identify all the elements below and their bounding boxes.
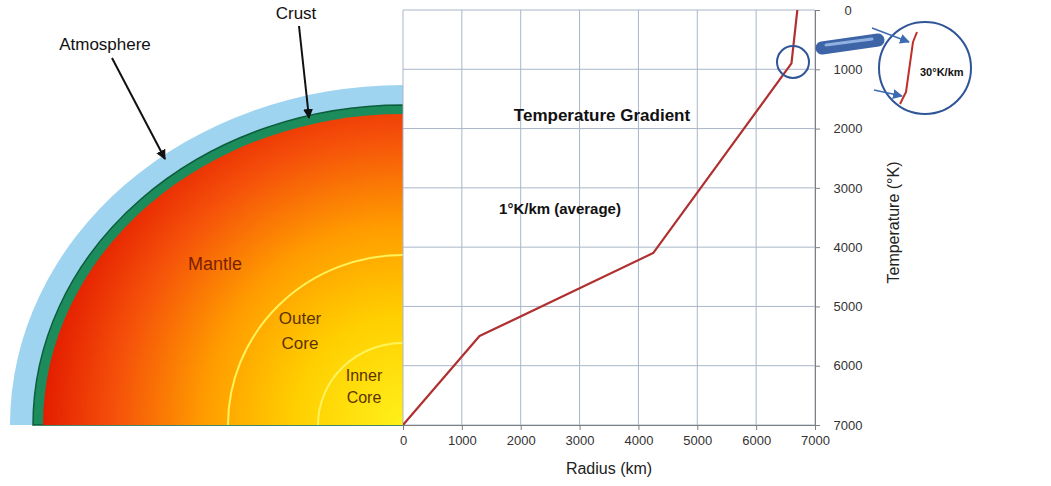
inner-core-label: Inner Core [346, 367, 383, 406]
x-tick-mark [403, 425, 404, 430]
plot-marks [403, 10, 797, 425]
x-tick: 7000 [801, 425, 830, 448]
outer-core-boundary [228, 255, 403, 425]
x-tick-label: 6000 [742, 433, 771, 448]
x-grid-line [638, 10, 639, 425]
mantle-label: Mantle [188, 254, 242, 274]
x-tick-label: 7000 [801, 433, 830, 448]
x-grid-line [403, 10, 404, 425]
y-grid-line [403, 187, 815, 188]
y-tick: 0 [815, 3, 852, 18]
x-axis: 0 1000 2000 3000 4000 5000 6000 7000 [400, 425, 830, 448]
x-grid-line [520, 10, 521, 425]
grid [403, 10, 815, 425]
x-tick-label: 1000 [448, 433, 477, 448]
mantle-layer [43, 114, 403, 425]
y-tick: 2000 [815, 121, 862, 136]
chart-title: Temperature Gradient [514, 106, 691, 125]
y-grid-line [403, 128, 815, 129]
outer-core-label: Outer Core [279, 309, 322, 353]
surface-gradient-label: 30°K/km [920, 66, 964, 78]
x-grid-line [461, 10, 462, 425]
y-tick-mark [815, 247, 820, 248]
y-tick-label: 5000 [834, 299, 863, 314]
y-tick-label: 3000 [834, 181, 863, 196]
label-line: Core [347, 389, 382, 406]
crust-arrow [299, 26, 309, 118]
y-grid-line [403, 365, 815, 366]
y-tick-label: 4000 [834, 240, 863, 255]
x-tick-mark [697, 425, 698, 430]
x-axis-title: Radius (km) [566, 460, 652, 477]
crust-layer [33, 105, 403, 425]
y-tick-mark [815, 10, 820, 11]
figure: Atmosphere Crust Mantle Outer Core Inner Core 0… [0, 0, 1051, 486]
y-tick-label: 7000 [834, 418, 863, 433]
y-tick-label: 6000 [834, 358, 863, 373]
y-tick-label: 1000 [834, 62, 863, 77]
y-tick: 5000 [815, 299, 862, 314]
y-tick-mark [815, 425, 820, 426]
y-axis-title: Temperature (°K) [885, 162, 902, 284]
crust-label: Crust [276, 4, 317, 23]
x-tick: 5000 [683, 425, 712, 448]
y-tick-mark [815, 129, 820, 130]
zoom-gradient-line [900, 32, 917, 104]
y-tick-mark [815, 306, 820, 307]
average-gradient-label: 1°K/km (average) [499, 200, 621, 217]
atmosphere-layer [10, 85, 403, 425]
x-tick-mark [580, 425, 581, 430]
label-line: Core [282, 334, 319, 353]
x-grid-line [756, 10, 757, 425]
y-grid-line [403, 10, 815, 11]
earth-section [10, 85, 403, 425]
y-tick-mark [815, 366, 820, 367]
y-tick-label: 0 [844, 3, 851, 18]
x-tick-label: 3000 [566, 433, 595, 448]
x-tick-label: 0 [400, 433, 407, 448]
y-grid-line [403, 247, 815, 248]
x-tick: 3000 [566, 425, 595, 448]
y-grid-line [403, 69, 815, 70]
x-tick-mark [756, 425, 757, 430]
x-grid-line [697, 10, 698, 425]
magnifier-highlight [826, 39, 872, 45]
y-tick: 6000 [815, 358, 862, 373]
x-grid-line [579, 10, 580, 425]
y-axis: 0 1000 2000 3000 4000 5000 6000 7000 [815, 3, 862, 433]
x-tick-label: 2000 [507, 433, 536, 448]
atmosphere-arrow [112, 58, 165, 159]
x-tick: 6000 [742, 425, 771, 448]
y-tick-label: 2000 [834, 121, 863, 136]
y-axis-line [816, 11, 821, 426]
x-tick-label: 4000 [624, 433, 653, 448]
temperature-line [403, 10, 797, 425]
y-tick: 1000 [815, 62, 862, 77]
plot-background [403, 10, 815, 425]
zoom-callout [777, 22, 971, 114]
y-tick-mark [815, 188, 820, 189]
atmosphere-label: Atmosphere [59, 35, 151, 54]
zoom-arrow [874, 90, 902, 96]
x-tick: 0 [400, 425, 407, 448]
x-tick-label: 5000 [683, 433, 712, 448]
y-tick: 4000 [815, 240, 862, 255]
y-tick: 7000 [815, 418, 862, 433]
label-line: Outer [279, 309, 322, 328]
x-tick: 2000 [507, 425, 536, 448]
x-tick-mark [521, 425, 522, 430]
magnifier-handle [822, 40, 878, 48]
inner-core-boundary [318, 343, 403, 425]
x-tick-mark [638, 425, 639, 430]
x-axis-line [404, 426, 816, 431]
y-grid-line [403, 306, 815, 307]
label-line: Inner [346, 367, 383, 384]
x-tick: 4000 [624, 425, 653, 448]
y-tick: 3000 [815, 181, 862, 196]
zoom-source-circle [777, 46, 809, 78]
y-tick-mark [815, 69, 820, 70]
x-tick-mark [462, 425, 463, 430]
zoom-arrow [872, 28, 909, 42]
x-tick: 1000 [448, 425, 477, 448]
